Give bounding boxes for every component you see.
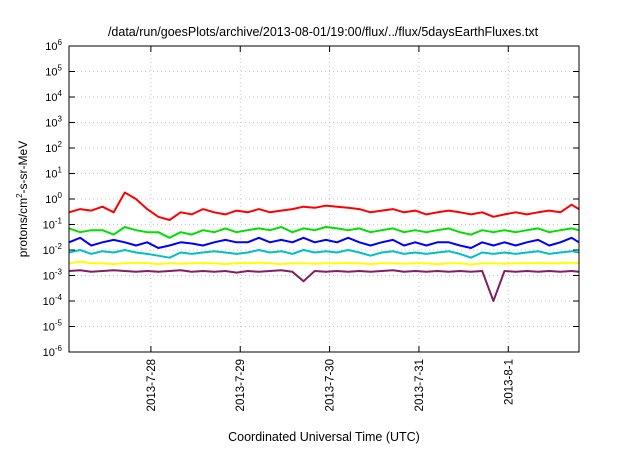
y-tick-label-exponent: -4: [55, 293, 63, 302]
series-line-4: [68, 249, 580, 259]
tick-marks: [69, 45, 579, 353]
x-tick-label: 2013-7-30: [325, 359, 337, 411]
y-tick-label-base: 10: [43, 296, 55, 308]
series-lines: [68, 191, 580, 302]
y-tick-labels: 10-610-510-410-310-210-11001011021031041…: [43, 38, 63, 359]
y-axis-label-base: protons/cm: [16, 198, 30, 257]
y-axis-label: protons/cm2-s-sr-MeV: [15, 141, 30, 257]
series-line-1: [68, 191, 580, 221]
y-tick-label: 105: [45, 64, 62, 79]
y-tick-label-base: 10: [43, 245, 55, 257]
y-tick-label-exponent: 3: [58, 115, 63, 124]
series-line-3: [68, 236, 580, 249]
y-tick-label-base: 10: [45, 118, 57, 130]
y-tick-label-exponent: -6: [55, 344, 63, 353]
y-tick-label: 106: [45, 38, 62, 53]
y-tick-label-base: 10: [45, 169, 57, 181]
y-tick-label-base: 10: [43, 322, 55, 334]
y-tick-label-exponent: 2: [58, 140, 63, 149]
y-tick-label: 100: [45, 191, 62, 206]
y-tick-label: 10-5: [43, 319, 63, 334]
y-tick-label-exponent: -5: [55, 319, 63, 328]
y-tick-label-base: 10: [45, 143, 57, 155]
series-line-6: [68, 269, 580, 302]
y-tick-label: 10-4: [43, 293, 63, 308]
y-tick-label-exponent: 6: [58, 38, 63, 47]
y-tick-label-exponent: 4: [58, 89, 63, 98]
y-tick-label: 10-6: [43, 344, 63, 359]
y-tick-label-base: 10: [45, 92, 57, 104]
y-axis-label-exponent: 2: [15, 193, 24, 198]
x-axis-label: Coordinated Universal Time (UTC): [228, 430, 420, 444]
y-tick-label-base: 10: [45, 194, 57, 206]
plot-frame: [68, 45, 580, 353]
y-tick-label: 104: [45, 89, 62, 104]
y-tick-label: 103: [45, 115, 62, 130]
y-tick-label-base: 10: [45, 41, 57, 53]
x-tick-label: 2013-8-1: [503, 359, 515, 405]
y-tick-label-exponent: -3: [55, 268, 63, 277]
y-axis-label-rest: -s-sr-MeV: [16, 141, 30, 194]
chart-title: /data/run/goesPlots/archive/2013-08-01/1…: [108, 25, 539, 39]
y-tick-label: 10-2: [43, 242, 63, 257]
y-tick-label-exponent: -1: [55, 217, 63, 226]
y-tick-label: 10-1: [43, 217, 63, 232]
x-tick-label: 2013-7-31: [414, 359, 426, 411]
y-tick-label-base: 10: [43, 220, 55, 232]
x-tick-labels: 2013-7-28 2013-7-29 2013-7-30 2013-7-31 2013…: [146, 359, 515, 411]
series-line-2: [68, 226, 580, 239]
y-tick-label-exponent: 0: [58, 191, 63, 200]
y-tick-label: 102: [45, 140, 62, 155]
y-tick-label: 101: [45, 166, 62, 181]
y-tick-label-exponent: -2: [55, 242, 63, 251]
y-tick-label-base: 10: [43, 271, 55, 283]
series-line-5: [68, 260, 580, 266]
y-tick-label-base: 10: [43, 347, 55, 359]
y-tick-label-base: 10: [45, 67, 57, 79]
y-tick-label-exponent: 1: [58, 166, 63, 175]
y-tick-label: 10-3: [43, 268, 63, 283]
x-tick-label: 2013-7-29: [235, 359, 247, 411]
y-tick-label-exponent: 5: [58, 64, 63, 73]
x-tick-label: 2013-7-28: [146, 359, 158, 411]
